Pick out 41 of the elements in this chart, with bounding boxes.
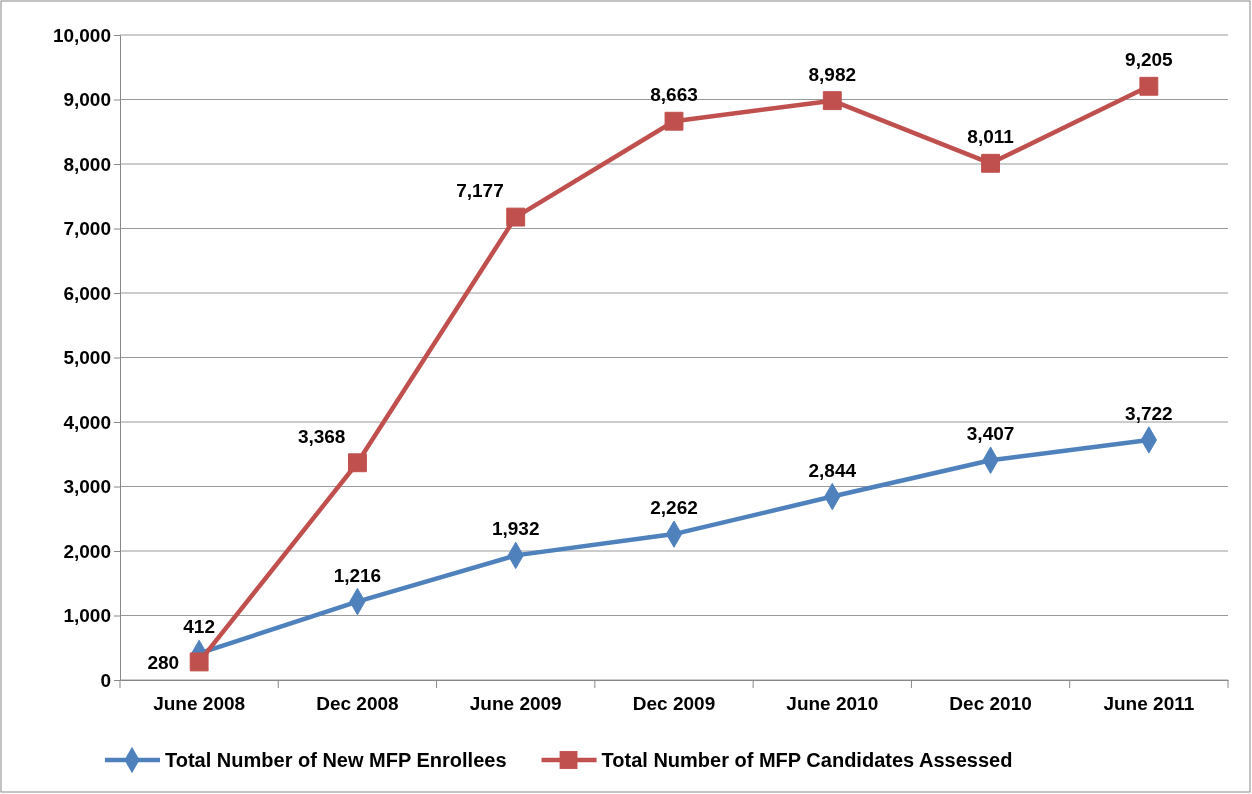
data-label: 412 <box>183 616 215 638</box>
x-tick-label: June 2009 <box>469 692 562 714</box>
y-tick-label: 9,000 <box>63 89 111 111</box>
point <box>189 652 209 672</box>
data-label: 3,722 <box>1125 402 1173 424</box>
data-label: 1,932 <box>491 518 540 540</box>
x-tick-label: Dec 2009 <box>632 692 716 714</box>
y-tick-label: 4,000 <box>63 411 111 433</box>
point <box>981 153 1001 173</box>
data-label: 3,368 <box>297 425 346 447</box>
y-tick-label: 6,000 <box>63 282 111 304</box>
data-label: 9,205 <box>1125 49 1174 71</box>
legend-label: Total Number of New MFP Enrollees <box>165 749 507 771</box>
legend-label: Total Number of MFP Candidates Assessed <box>601 749 1013 771</box>
data-label: 7,177 <box>456 180 504 202</box>
point <box>506 207 526 227</box>
data-label: 8,982 <box>808 63 857 85</box>
y-tick-label: 10,000 <box>52 24 111 46</box>
data-label: 3,407 <box>966 423 1015 445</box>
y-tick-label: 7,000 <box>63 218 111 240</box>
y-tick-label: 0 <box>100 669 111 691</box>
point <box>1139 76 1159 96</box>
data-label: 2,844 <box>808 459 857 481</box>
y-tick-label: 5,000 <box>63 347 111 369</box>
x-tick-label: June 2011 <box>1103 692 1195 714</box>
data-label: 280 <box>147 651 180 673</box>
point <box>822 91 842 111</box>
x-tick-label: Dec 2010 <box>949 692 1032 714</box>
y-tick-label: 2,000 <box>63 540 111 562</box>
y-tick-label: 3,000 <box>63 476 111 498</box>
data-label: 8,663 <box>650 84 698 106</box>
x-tick-label: June 2008 <box>153 692 246 714</box>
data-label: 1,216 <box>333 564 382 586</box>
y-tick-label: 1,000 <box>63 605 111 627</box>
x-tick-label: Dec 2008 <box>316 692 399 714</box>
x-tick-label: June 2010 <box>786 692 879 714</box>
data-label: 8,011 <box>967 126 1015 148</box>
point <box>347 453 367 473</box>
point <box>664 111 684 131</box>
y-tick-label: 8,000 <box>63 153 111 175</box>
data-label: 2,262 <box>650 497 698 519</box>
